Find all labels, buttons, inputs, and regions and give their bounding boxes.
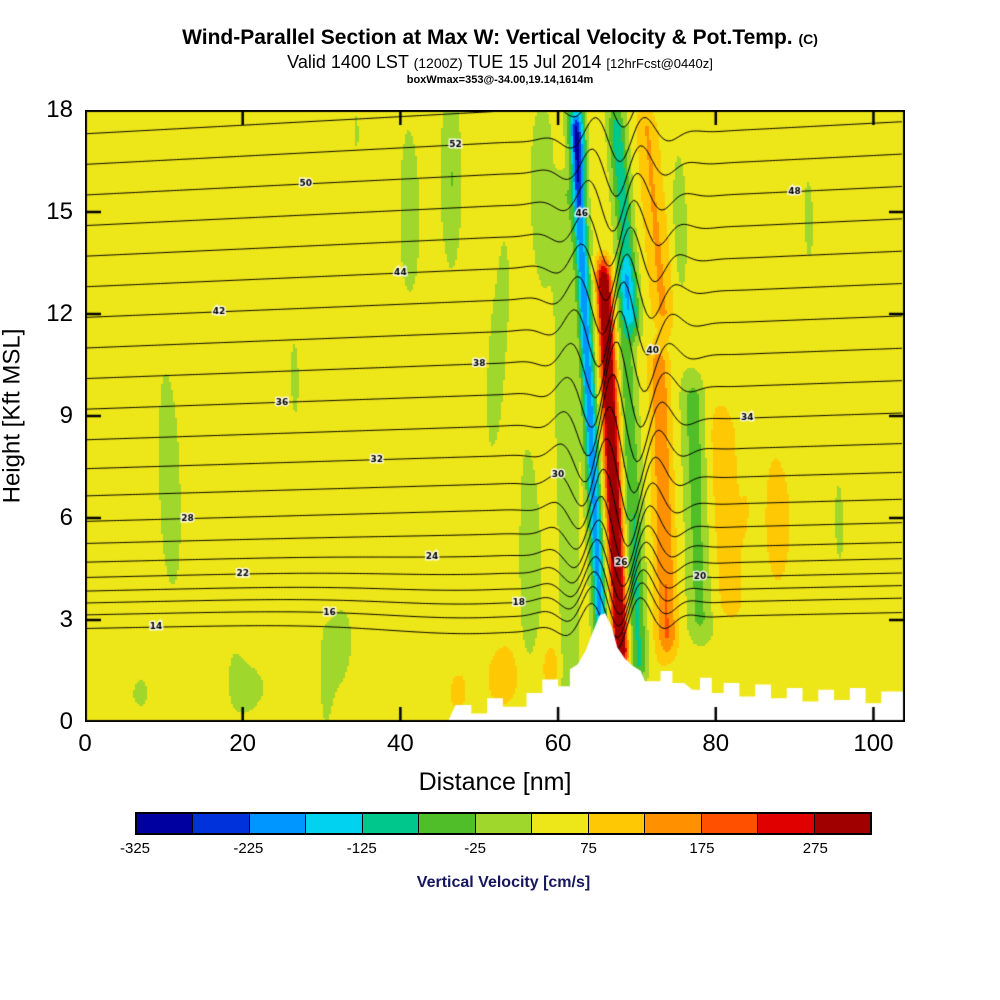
- plot-title-text: Wind-Parallel Section at Max W: Vertical…: [182, 26, 793, 49]
- y-axis-tick-labels: 0 3 6 9 12 15 18: [25, 96, 85, 735]
- colorbar-segment: [758, 814, 815, 833]
- colorbar-segment: [588, 814, 646, 833]
- colorbar-segment: [814, 814, 871, 833]
- valid-zulu-text: (1200Z): [413, 55, 463, 72]
- plot-title-units: (C): [798, 31, 818, 47]
- colorbar-tick-label: 175: [689, 840, 715, 857]
- y-tick-label: 3: [59, 606, 73, 633]
- colorbar-tick-labels: -325 -225 -125 -25 75 175 275: [120, 840, 872, 860]
- x-axis-title: Distance [nm]: [418, 768, 572, 796]
- colorbar-tick-label: 275: [802, 840, 828, 857]
- y-axis-title-text: Height [Kft MSL]: [0, 328, 25, 504]
- colorbar-segment: [701, 814, 759, 833]
- colorbar-segment: [306, 814, 363, 833]
- x-axis-tick-labels: 0 20 40 60 80 100: [78, 722, 905, 762]
- x-tick-label: 40: [387, 730, 414, 757]
- colorbar-block: -325 -225 -125 -25 75 175 275 Vertical Velocit…: [120, 812, 872, 892]
- valid-date-text: TUE 15 Jul 2014: [467, 52, 602, 73]
- colorbar-tick-label: -125: [346, 840, 377, 857]
- y-tick-label: 12: [46, 300, 73, 327]
- y-tick-label: 15: [46, 198, 73, 225]
- y-tick-label: 0: [59, 708, 73, 735]
- y-tick-label: 9: [59, 402, 73, 429]
- colorbar-tick-label: -25: [464, 840, 486, 857]
- colorbar-tick-label: 75: [580, 840, 597, 857]
- y-tick-label: 6: [59, 504, 73, 531]
- plot-subtitle: Valid 1400 LST (1200Z) TUE 15 Jul 2014 […: [0, 52, 1000, 73]
- colorbar-segment: [193, 814, 250, 833]
- plot-title: Wind-Parallel Section at Max W: Vertical…: [0, 26, 1000, 50]
- x-tick-label: 80: [702, 730, 730, 757]
- colorbar-tick-label: -325: [119, 840, 151, 857]
- colorbar: [135, 812, 872, 835]
- section-plot-canvas: [85, 110, 905, 722]
- x-tick-label: 20: [229, 730, 257, 757]
- colorbar-segment: [645, 814, 702, 833]
- colorbar-tick-label: -225: [233, 840, 264, 857]
- colorbar-segment: [532, 814, 589, 833]
- plot-header: Wind-Parallel Section at Max W: Vertical…: [0, 26, 1000, 86]
- colorbar-title: Vertical Velocity [cm/s]: [416, 874, 591, 891]
- y-axis-title: Height [Kft MSL]: [0, 110, 27, 722]
- forecast-tag-text: [12hrFcst@0440z]: [606, 56, 713, 72]
- plot-area: Height [Kft MSL] 0 3 6 9 12 15 18 0 20 40 60 80 100…: [0, 96, 905, 796]
- x-tick-label: 100: [853, 730, 894, 757]
- colorbar-segment: [249, 814, 307, 833]
- boxwmax-info-line: boxWmax=353@-34.00,19.14,1614m: [406, 73, 594, 86]
- colorbar-segment: [362, 814, 420, 833]
- y-tick-label: 18: [46, 96, 73, 123]
- x-tick-label: 0: [78, 730, 92, 757]
- colorbar-segment: [419, 814, 476, 833]
- valid-time-text: Valid 1400 LST: [287, 52, 409, 73]
- colorbar-segment: [137, 814, 194, 833]
- x-tick-label: 60: [544, 730, 572, 757]
- colorbar-segment: [475, 814, 533, 833]
